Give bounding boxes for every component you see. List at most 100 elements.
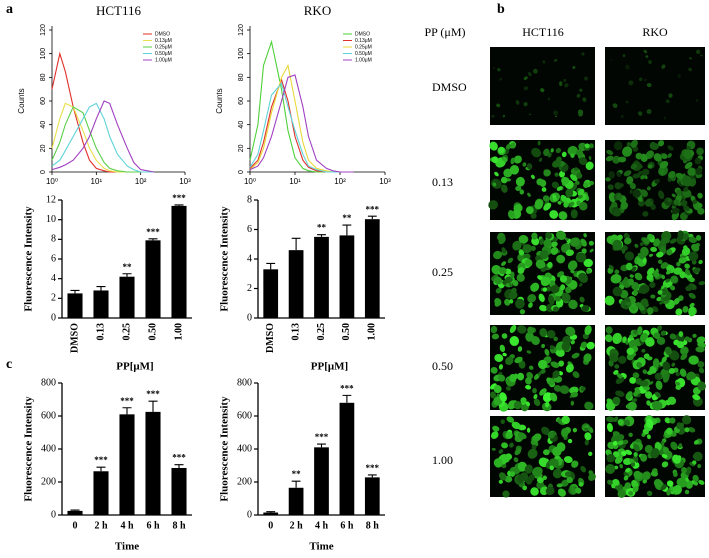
cell bbox=[516, 273, 525, 282]
cell bbox=[606, 149, 614, 155]
cell bbox=[614, 456, 623, 464]
cell bbox=[607, 184, 614, 190]
cell bbox=[672, 485, 682, 495]
cell bbox=[571, 352, 580, 359]
cell bbox=[689, 302, 695, 308]
cell bbox=[552, 468, 563, 479]
cell bbox=[684, 427, 690, 433]
cell bbox=[578, 157, 588, 165]
cell bbox=[666, 427, 673, 435]
cell bbox=[583, 427, 589, 432]
cell bbox=[532, 433, 542, 442]
x-tick-label: 0.25 bbox=[121, 323, 132, 341]
cell bbox=[549, 210, 559, 219]
error-bar bbox=[367, 474, 377, 478]
cell bbox=[498, 479, 503, 484]
cell bbox=[513, 155, 522, 164]
cell bbox=[617, 419, 624, 426]
cell bbox=[680, 200, 688, 207]
cell bbox=[515, 298, 525, 309]
cell bbox=[631, 282, 640, 291]
cell bbox=[589, 248, 594, 253]
cell bbox=[693, 439, 699, 445]
cell bbox=[531, 444, 537, 450]
cell bbox=[537, 275, 543, 280]
cell bbox=[673, 471, 678, 477]
cell bbox=[608, 192, 617, 203]
cell bbox=[526, 350, 532, 354]
row-label: 1.00 bbox=[432, 453, 453, 467]
cell bbox=[575, 180, 580, 185]
cell bbox=[617, 440, 625, 445]
cell bbox=[543, 169, 551, 177]
cell bbox=[614, 182, 622, 190]
cell bbox=[612, 332, 622, 345]
cell bbox=[627, 401, 637, 411]
chart-title: PP[μM] bbox=[116, 361, 153, 373]
legend-label: 0.50μM bbox=[155, 51, 172, 57]
cell bbox=[511, 287, 517, 294]
x-tick-label: 10³ bbox=[379, 177, 391, 186]
cell bbox=[688, 306, 696, 317]
y-tick-label: 80 bbox=[238, 73, 245, 81]
cell bbox=[628, 80, 634, 86]
cell bbox=[581, 193, 587, 202]
cell bbox=[659, 169, 665, 175]
cell bbox=[692, 394, 701, 401]
cell bbox=[646, 400, 651, 406]
cell bbox=[494, 171, 499, 177]
error-bar bbox=[266, 511, 276, 513]
cell bbox=[639, 242, 644, 247]
error-bar bbox=[174, 204, 184, 206]
cell bbox=[661, 440, 665, 446]
cell bbox=[546, 286, 552, 292]
significance-label: *** bbox=[340, 383, 354, 393]
cell bbox=[517, 267, 525, 275]
cell bbox=[538, 293, 545, 303]
cell bbox=[677, 230, 685, 241]
cell bbox=[528, 72, 532, 77]
cell bbox=[499, 344, 506, 353]
cell bbox=[522, 244, 533, 254]
cell bbox=[632, 173, 641, 179]
cell bbox=[505, 143, 511, 151]
cell bbox=[633, 443, 640, 452]
cell bbox=[554, 172, 559, 177]
cell bbox=[612, 431, 620, 436]
cell bbox=[570, 400, 575, 406]
cell bbox=[491, 333, 500, 340]
cell bbox=[575, 487, 582, 494]
cell bbox=[664, 417, 671, 424]
y-tick-label: 0 bbox=[40, 170, 47, 174]
bar bbox=[314, 447, 329, 515]
legend-label: DMSO bbox=[155, 31, 170, 37]
legend-label: 0.50μM bbox=[355, 51, 372, 57]
cell bbox=[519, 309, 526, 315]
cell bbox=[508, 291, 518, 300]
cell bbox=[569, 237, 581, 247]
cell bbox=[522, 485, 528, 491]
cell bbox=[676, 189, 682, 196]
cell bbox=[669, 285, 676, 291]
cell bbox=[490, 431, 499, 439]
cell bbox=[583, 353, 592, 363]
histogram-curve bbox=[51, 106, 154, 173]
cell bbox=[492, 182, 497, 187]
cell bbox=[509, 442, 514, 448]
cell bbox=[640, 174, 646, 180]
cell bbox=[626, 176, 634, 185]
cell bbox=[570, 339, 575, 345]
cell bbox=[685, 477, 689, 482]
cell bbox=[612, 239, 623, 251]
cell bbox=[604, 334, 613, 343]
cell bbox=[692, 199, 698, 205]
cell bbox=[661, 461, 669, 468]
cell bbox=[673, 297, 680, 305]
cell bbox=[688, 427, 696, 433]
cell bbox=[552, 194, 557, 199]
cell bbox=[639, 77, 643, 82]
cell bbox=[654, 391, 661, 398]
cell bbox=[623, 237, 632, 245]
cell bbox=[549, 458, 559, 468]
cell bbox=[490, 391, 497, 399]
